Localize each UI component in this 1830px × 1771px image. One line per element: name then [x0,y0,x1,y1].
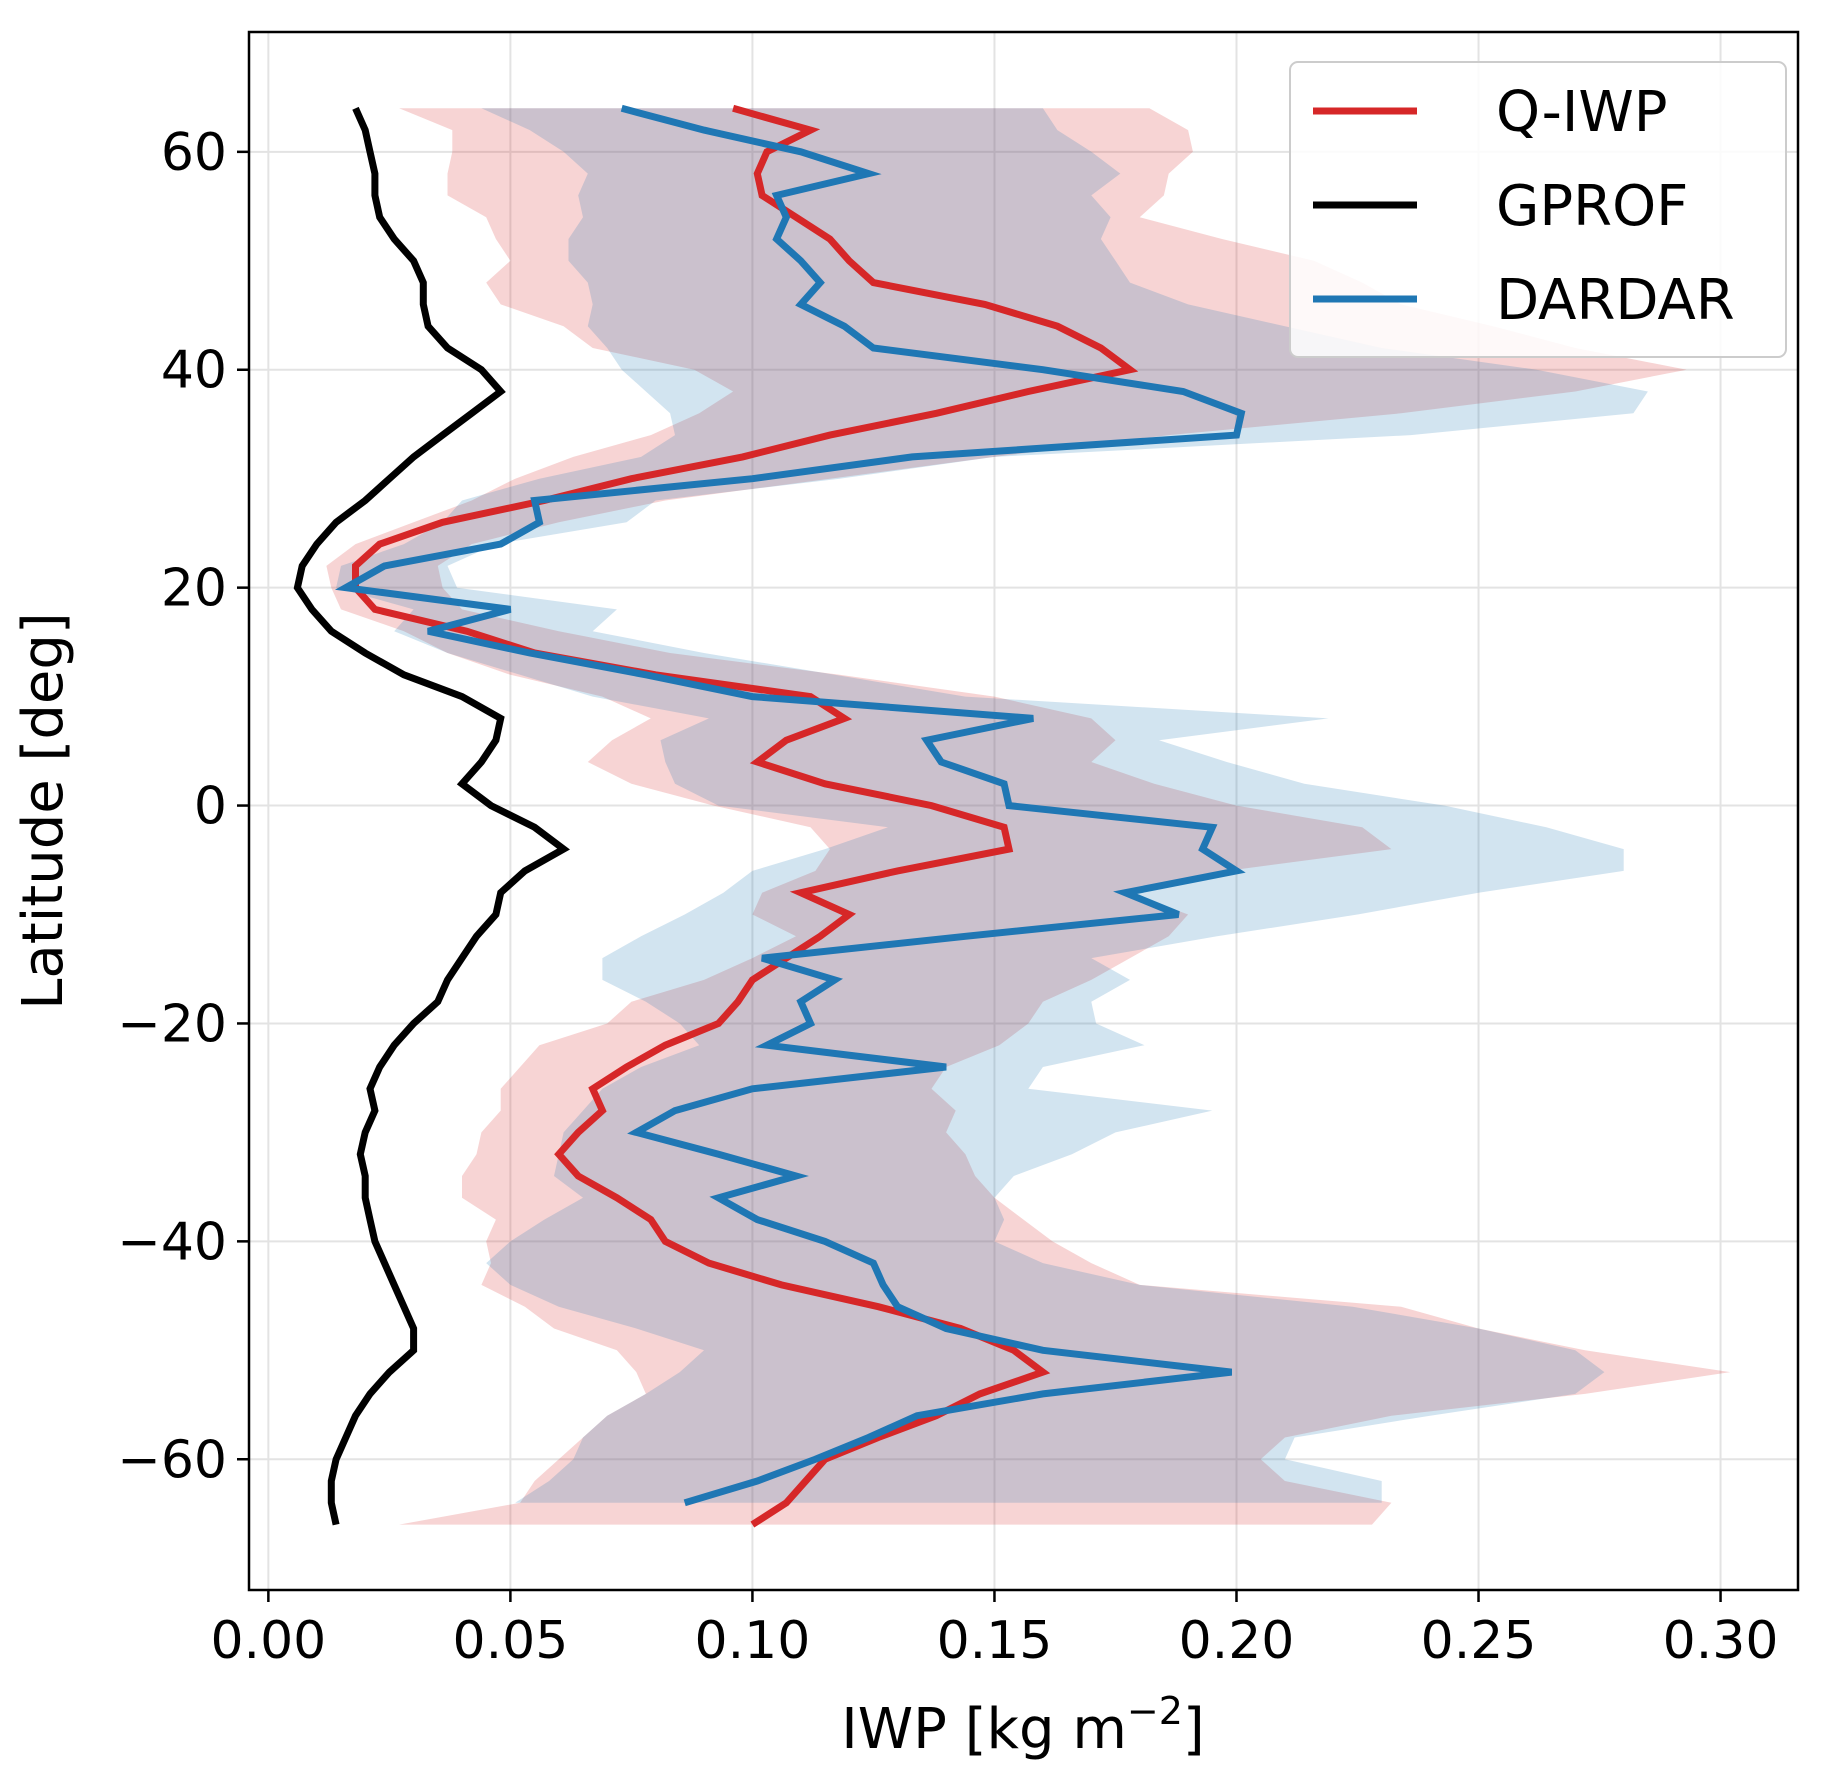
x-axis-label-text: IWP [kg m [841,1697,1127,1762]
dardar-line [334,104,1246,1507]
x-axis-label-suffix: ] [1183,1697,1205,1762]
x-tick-label: 0.30 [1663,1611,1779,1671]
y-axis-label: Latitude [deg] [11,612,76,1010]
gprof-legend-label: GPROF [1496,174,1688,239]
x-axis-label-exponent: −2 [1127,1689,1183,1733]
x-tick-label: 0.05 [453,1611,569,1671]
y-tick-label: 40 [161,341,227,401]
y-tick-label: −20 [117,994,227,1054]
qiwp-legend-label: Q-IWP [1496,80,1668,145]
y-tick-label: 20 [161,559,227,619]
dardar-percentile-band [336,108,1648,1503]
x-tick-label: 0.15 [937,1611,1053,1671]
gprof-line [293,106,570,1526]
percentile-bands [326,108,1731,1525]
series-lines [293,104,1246,1528]
x-tick-label: 0.00 [210,1611,326,1671]
y-tick-label: 0 [194,777,227,837]
y-tick-label: −60 [117,1430,227,1490]
x-tick-label: 0.10 [695,1611,811,1671]
axis-ticks: 0.00 0.05 0.10 0.15 0.20 0.25 0.30 −60 −40 −20 0 20… [117,123,1778,1671]
x-axis-label: IWP [kg m−2] [841,1689,1205,1762]
x-tick-label: 0.20 [1179,1611,1295,1671]
legend-box [1289,61,1787,358]
qiwp-percentile-band [326,108,1731,1525]
legend: Q-IWP GPROF DARDAR [1289,61,1787,358]
plot-frame [247,30,1800,1592]
dardar-legend-label: DARDAR [1496,268,1735,333]
qiwp-line [352,104,1139,1528]
y-tick-label: 60 [161,123,227,183]
y-tick-label: −40 [117,1212,227,1272]
x-tick-label: 0.25 [1421,1611,1537,1671]
